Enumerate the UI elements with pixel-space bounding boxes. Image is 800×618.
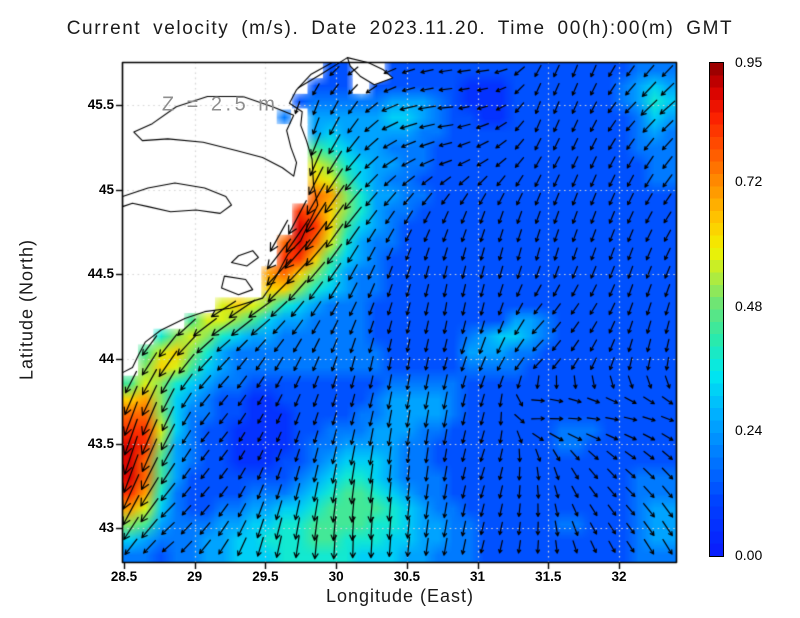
y-tick-label: 44.5 <box>87 266 114 282</box>
y-axis-label: Latitude (North) <box>16 238 37 381</box>
colorbar-tick-label: 0.24 <box>735 422 763 439</box>
x-tick-label: 32 <box>611 569 627 584</box>
y-tick-label: 45.5 <box>87 97 114 113</box>
y-tick-label: 45 <box>98 181 114 197</box>
x-tick-label: 30.5 <box>393 569 420 584</box>
chart-title: Current velocity (m/s). Date 2023.11.20.… <box>66 18 734 39</box>
colorbar-tick-label: 0.72 <box>735 173 763 190</box>
colorbar <box>709 62 724 557</box>
colorbar-tick-label: 0.95 <box>735 54 763 70</box>
y-tick-label: 44 <box>98 351 114 367</box>
y-tick-label: 43 <box>98 520 114 536</box>
colorbar-tick-label: 0.00 <box>735 547 763 563</box>
x-tick-label: 31.5 <box>535 569 562 584</box>
x-tick-label: 28.5 <box>110 569 138 584</box>
y-tick-label: 43.5 <box>87 435 114 451</box>
x-tick-label: 29 <box>187 569 203 584</box>
x-tick-label: 30 <box>328 569 344 584</box>
x-tick-label: 31 <box>470 569 486 584</box>
x-tick-label: 29.5 <box>252 569 279 584</box>
x-axis-label: Longitude (East) <box>325 586 475 606</box>
depth-annotation: Z = 2.5 m <box>161 93 279 116</box>
colorbar-tick-label: 0.48 <box>735 297 763 314</box>
